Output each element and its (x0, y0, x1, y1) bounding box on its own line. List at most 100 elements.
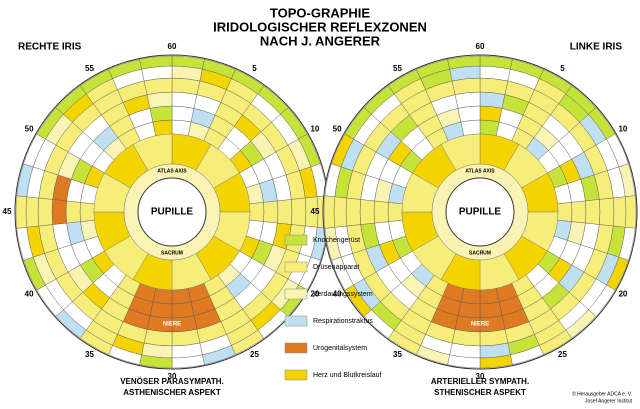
iris-zone (480, 329, 508, 346)
iris-zone (480, 92, 505, 108)
iris-zone (66, 201, 81, 223)
legend-swatch (285, 370, 307, 380)
legend-label: Knochengerüst (313, 237, 360, 244)
iris-label: RECHTE IRIS (18, 42, 82, 53)
inner-label: SACRUM (161, 250, 183, 256)
iris-zone (172, 78, 200, 95)
iris-zone (461, 288, 480, 304)
iris-zone (360, 199, 375, 224)
iris-zone (277, 199, 292, 224)
legend-label: Drüsenapparat (313, 264, 359, 271)
clock-label: 60 (476, 42, 485, 51)
legend-swatch (285, 316, 307, 326)
legend-label: Herz und Blutkreislauf (313, 372, 382, 379)
clock-label: 20 (618, 290, 627, 299)
clock-label: 10 (618, 125, 627, 134)
iris-zone (455, 92, 480, 108)
clock-label: 50 (333, 125, 342, 134)
iris-zone (585, 199, 600, 224)
inner-label: ATLAS AXIS (465, 168, 495, 174)
legend-label: Respirationstraktus (313, 318, 373, 325)
iris-zone (374, 201, 389, 223)
iris-zone (172, 120, 191, 136)
clock-label: 45 (311, 207, 320, 216)
iris-zone (144, 329, 172, 346)
iris-zone (250, 202, 264, 221)
title-line: IRIDOLOGISCHER REFLEXZONEN (213, 19, 427, 34)
iris-zone (613, 197, 626, 228)
title-line: TOPO-GRAPHIE (270, 5, 370, 20)
iris-zone (172, 92, 197, 108)
publisher: Josef Angerer Institut (585, 398, 633, 404)
iris-zone (461, 120, 480, 136)
legend-label: Urogenitalsystem (313, 345, 367, 352)
clock-label: 35 (85, 350, 94, 359)
iris-zone (150, 302, 172, 318)
iris-zone (16, 196, 27, 229)
iris-zone (153, 120, 172, 136)
iris-zone (172, 288, 191, 304)
iris-zone (480, 78, 508, 95)
iris-zone (571, 201, 586, 223)
iris-zone (480, 288, 499, 304)
clock-label: 25 (250, 350, 259, 359)
iris-zone (172, 329, 200, 346)
title-line: NACH J. ANGERER (260, 33, 381, 48)
clock-label: 45 (3, 207, 12, 216)
iris-zone (334, 197, 347, 228)
iris-zone (346, 198, 361, 226)
clock-label: 35 (393, 350, 402, 359)
iris-zone (52, 199, 67, 224)
legend-swatch (285, 262, 307, 272)
iris-caption: ASTHENISCHER ASPEKT (123, 388, 221, 397)
clock-label: 55 (85, 64, 94, 73)
iris-caption: VENÖSER PARASYMPATH. (120, 377, 224, 386)
iris-caption: ARTERIELLER SYMPATH. (431, 377, 529, 386)
zone-label: NIERE (471, 322, 489, 328)
legend-label: Verdauungssystem (313, 291, 373, 298)
inner-label: ATLAS AXIS (157, 168, 187, 174)
clock-label: 10 (310, 125, 319, 134)
iris-zone (144, 78, 172, 95)
iris-zone (558, 202, 572, 221)
iris-zone (80, 202, 94, 221)
legend-swatch (285, 343, 307, 353)
clock-label: 5 (252, 64, 257, 73)
iris-label: LINKE IRIS (570, 42, 623, 53)
iris-zone (625, 196, 636, 229)
clock-label: 5 (560, 64, 565, 73)
pupil-label: PUPILLE (459, 207, 502, 218)
iris-zone (480, 302, 502, 318)
iridology-chart: TOPO-GRAPHIE IRIDOLOGISCHER REFLEXZONEN … (0, 0, 640, 409)
iris-zone (150, 106, 172, 122)
publisher: © Herausgeber ADCA e. V. (572, 390, 632, 397)
clock-label: 25 (558, 350, 567, 359)
iris-zone (263, 201, 278, 223)
iris-zone (458, 302, 480, 318)
inner-label: SACRUM (469, 250, 491, 256)
iris-zone (480, 120, 499, 136)
clock-label: 55 (393, 64, 402, 73)
clock-label: 50 (25, 125, 34, 134)
iris-zone (452, 78, 480, 95)
zone-label: NIERE (163, 322, 181, 328)
iris-zone (172, 302, 194, 318)
clock-label: 60 (168, 42, 177, 51)
iris-zone (452, 329, 480, 346)
iris-zone (38, 198, 53, 226)
iris-zone (458, 106, 480, 122)
iris-zone (172, 106, 194, 122)
iris-caption: STHENISCHER ASPEKT (434, 388, 526, 397)
iris-zone (26, 197, 39, 228)
iris-zone (147, 92, 172, 108)
legend-swatch (285, 289, 307, 299)
iris-zone (388, 202, 402, 221)
iris-zone (291, 198, 306, 226)
iris-zone (324, 196, 335, 229)
clock-label: 40 (25, 290, 34, 299)
iris-zone (480, 106, 502, 122)
iris-zone (153, 288, 172, 304)
pupil-label: PUPILLE (151, 207, 194, 218)
legend-swatch (285, 235, 307, 245)
iris-zone (599, 198, 614, 226)
